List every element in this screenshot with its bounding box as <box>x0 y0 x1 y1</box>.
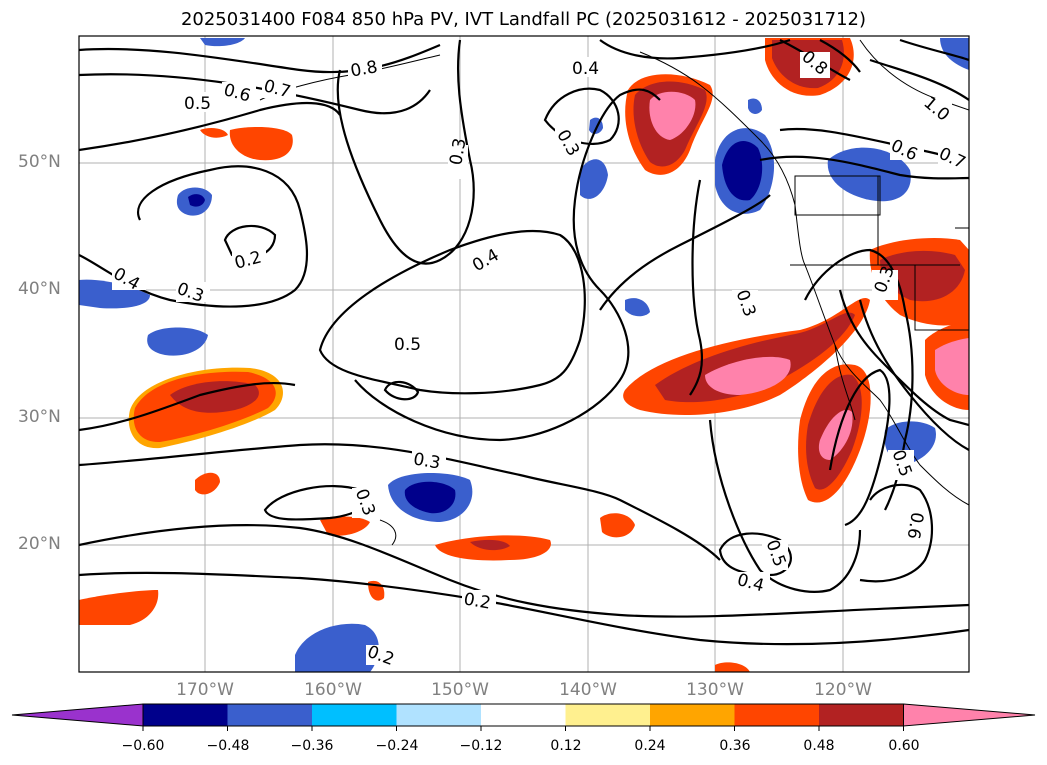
colorbar-segment <box>819 704 904 726</box>
colorbar-segment <box>650 704 735 726</box>
svg-text:0.8: 0.8 <box>349 57 379 81</box>
colorbar-segment <box>312 704 397 726</box>
lat-label-40n: 40°N <box>18 279 61 299</box>
colorbar-segment <box>734 704 820 726</box>
lat-label-30n: 30°N <box>18 407 61 427</box>
colorbar-segment <box>481 704 566 726</box>
colorbar-segments <box>11 703 1036 727</box>
colorbar-tick-label: 0.48 <box>803 738 835 754</box>
contour-labels: 0.4 0.5 0.6 0.7 0.8 0.3 0.3 0.2 0.4 0.3 … <box>110 47 969 670</box>
pv-positive-shading <box>79 38 969 672</box>
colorbar-segment <box>143 704 228 726</box>
colorbar-tick-label: −0.60 <box>121 738 165 754</box>
colorbar-tick-label: 0.24 <box>634 738 666 754</box>
svg-text:0.5: 0.5 <box>184 94 211 114</box>
lon-label-150w: 150°W <box>431 680 489 700</box>
lon-label-170w: 170°W <box>176 680 234 700</box>
svg-text:0.2: 0.2 <box>462 589 492 613</box>
colorbar-tick-label: −0.48 <box>206 738 250 754</box>
map-panel: 0.4 0.5 0.6 0.7 0.8 0.3 0.3 0.2 0.4 0.3 … <box>78 35 970 673</box>
colorbar-tick-label: −0.36 <box>290 738 334 754</box>
colorbar-tick-label: 0.12 <box>550 738 582 754</box>
colorbar-segment <box>565 704 651 726</box>
lat-label-20n: 20°N <box>18 534 61 554</box>
colorbar-segment <box>396 704 482 726</box>
map-title: 2025031400 F084 850 hPa PV, IVT Landfall… <box>180 9 867 30</box>
map-frame <box>78 35 970 673</box>
svg-text:0.3: 0.3 <box>446 137 470 167</box>
pv-negative-shading <box>79 38 969 672</box>
svg-text:0.4: 0.4 <box>572 59 599 79</box>
svg-text:0.3: 0.3 <box>412 449 442 473</box>
lat-label-50n: 50°N <box>18 152 61 172</box>
colorbar-extend-min <box>11 703 144 727</box>
colorbar-extend-max <box>903 703 1036 727</box>
svg-text:0.5: 0.5 <box>394 335 421 355</box>
colorbar-segment <box>227 704 313 726</box>
colorbar-tick-label: −0.24 <box>375 738 419 754</box>
colorbar-tick-label: −0.12 <box>459 738 503 754</box>
svg-text:0.6: 0.6 <box>903 510 927 540</box>
colorbar-tick-label: 0.36 <box>719 738 751 754</box>
lon-label-140w: 140°W <box>559 680 617 700</box>
colorbar-outline <box>142 703 904 727</box>
lon-label-160w: 160°W <box>304 680 362 700</box>
lon-label-120w: 120°W <box>814 680 872 700</box>
lon-label-130w: 130°W <box>686 680 744 700</box>
colorbar-ticks <box>142 726 904 731</box>
colorbar-tick-label: 0.60 <box>888 738 920 754</box>
